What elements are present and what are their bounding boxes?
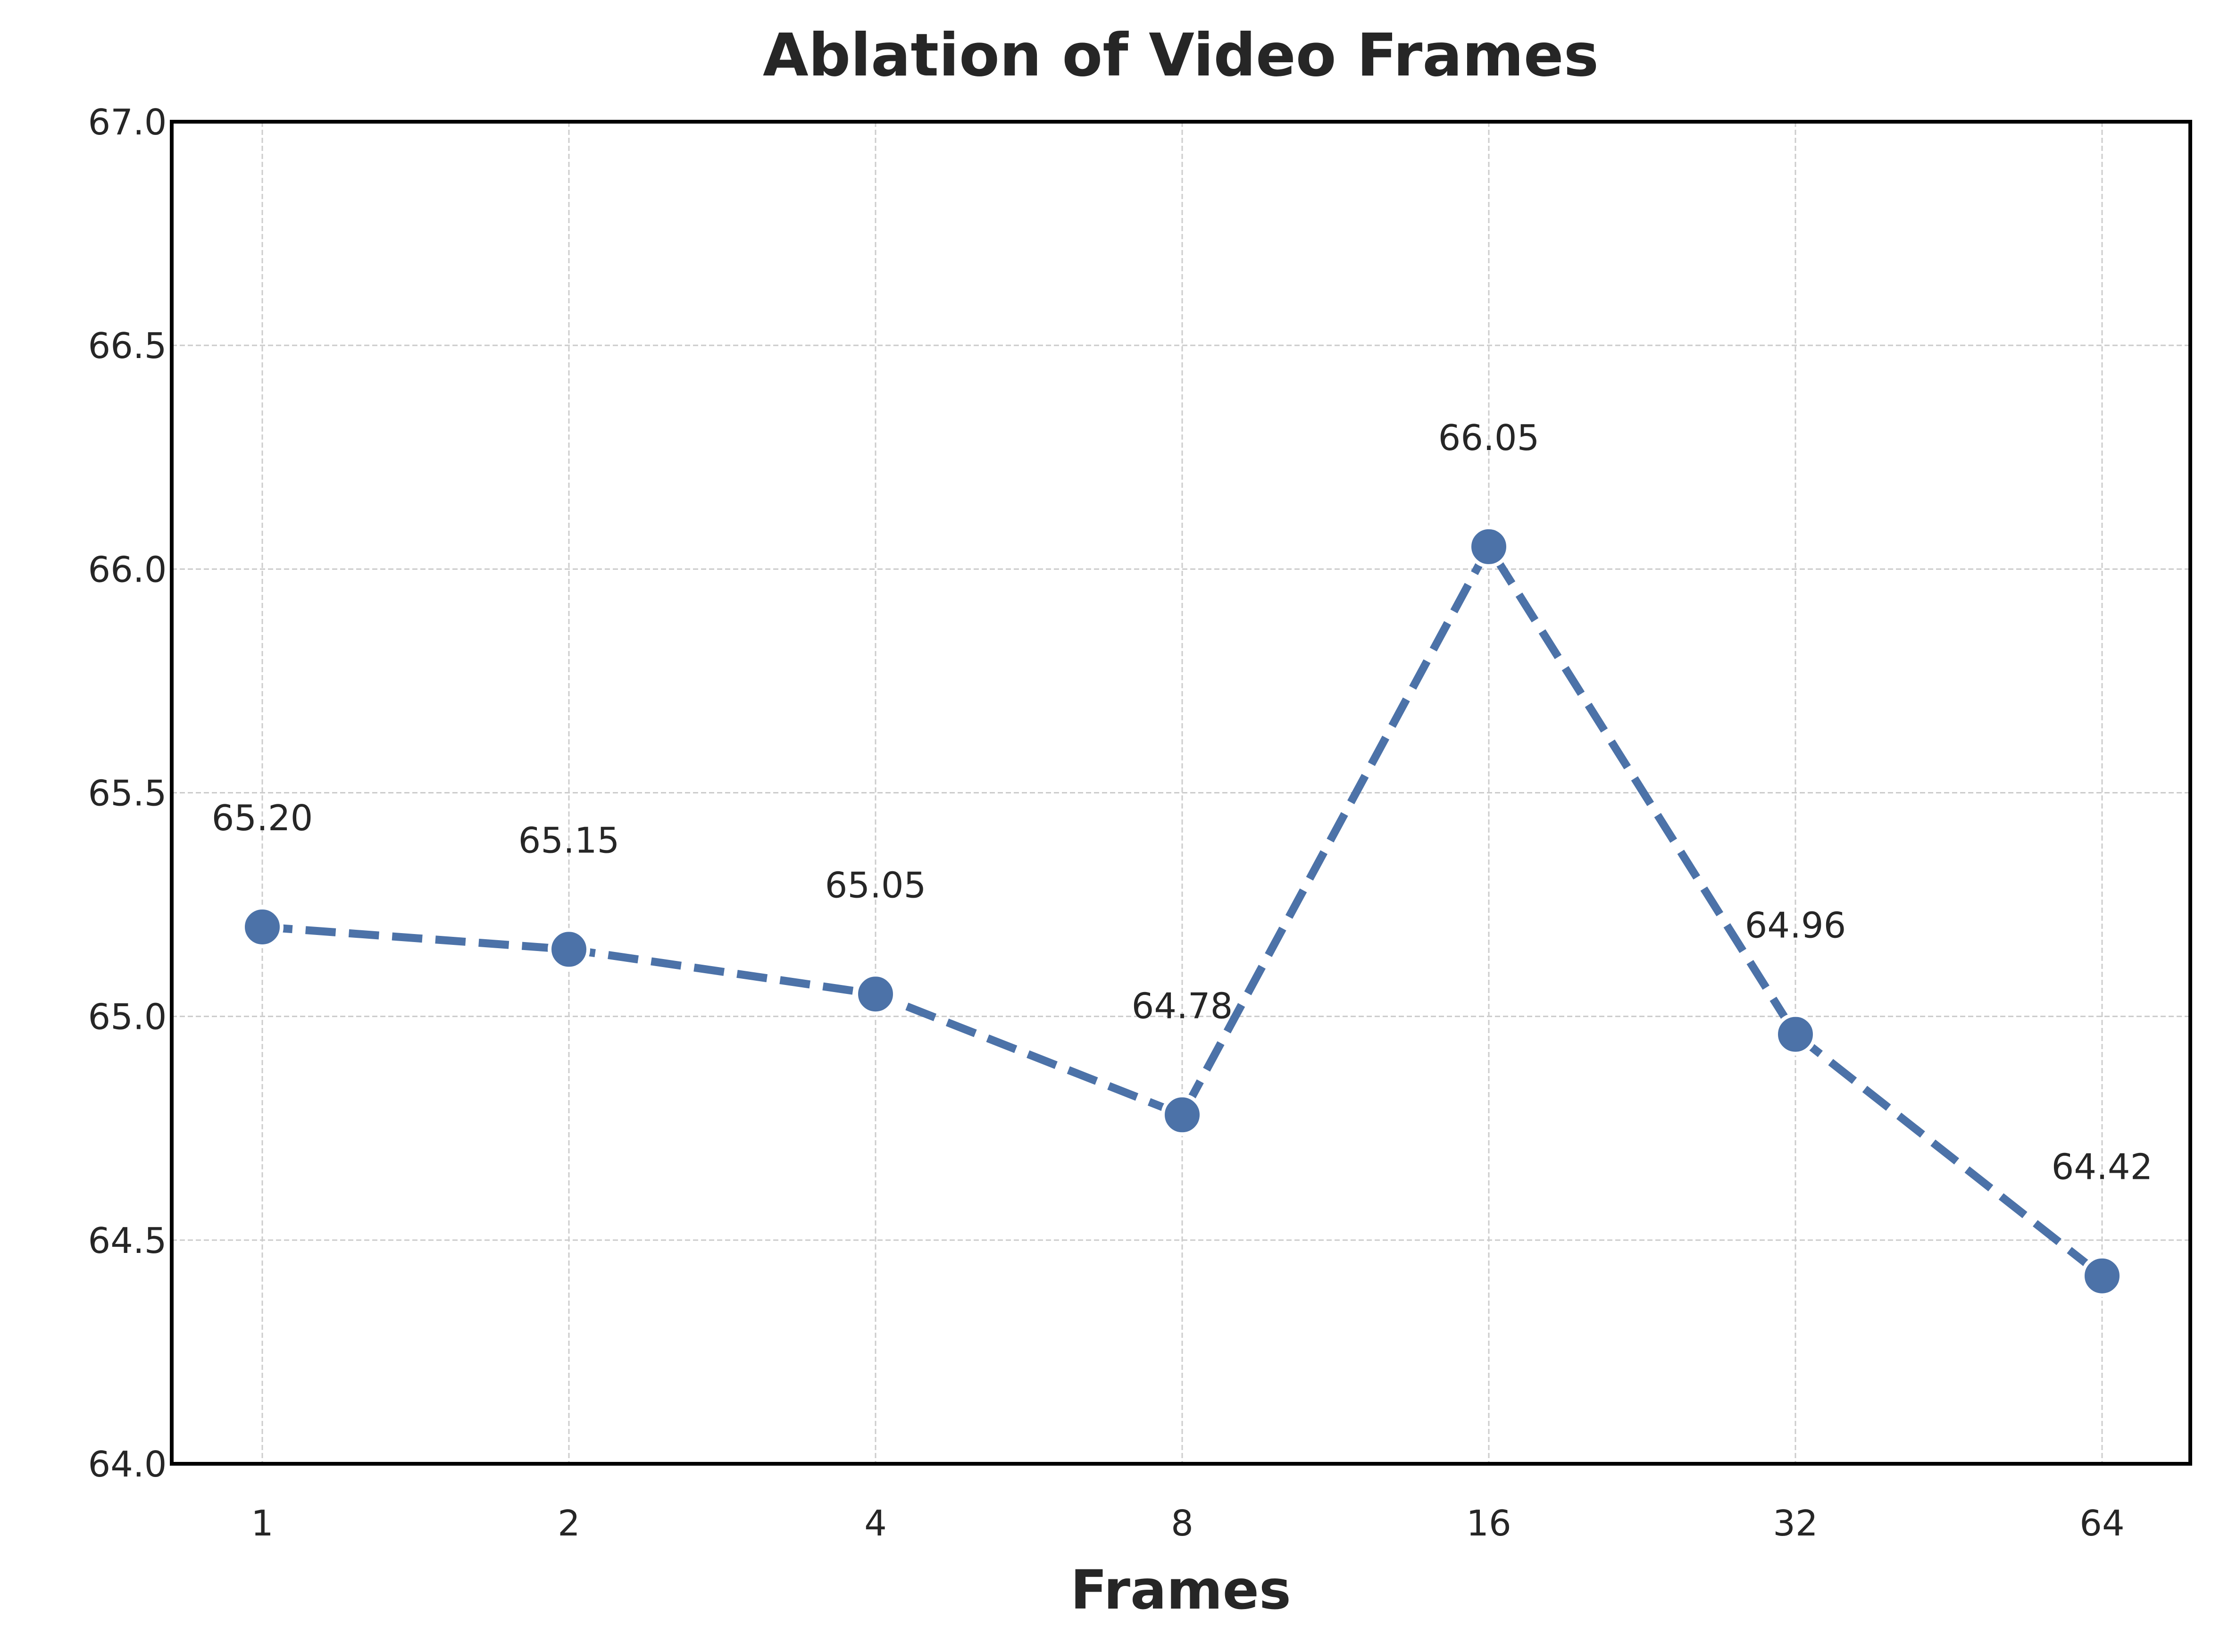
data-label: 66.05 [1438, 417, 1540, 459]
x-tick-label: 1 [251, 1502, 274, 1544]
y-tick-label: 65.5 [88, 773, 167, 814]
x-tick-label: 2 [558, 1502, 580, 1544]
y-tick-label: 64.0 [88, 1443, 167, 1485]
data-point [548, 928, 590, 971]
y-tick-label: 67.0 [88, 101, 167, 143]
data-point [2081, 1254, 2123, 1297]
y-tick-label: 65.0 [88, 996, 167, 1038]
data-label: 65.05 [825, 864, 926, 906]
x-tick-label: 16 [1466, 1502, 1511, 1544]
x-axis-title: Frames [1070, 1559, 1291, 1621]
y-axis: 64.0 64.5 65.0 65.5 66.0 66.5 67.0 [88, 101, 167, 1485]
y-tick-label: 66.5 [88, 325, 167, 367]
data-point [241, 906, 284, 948]
plot-frame [170, 120, 2192, 1466]
y-tick-label: 64.5 [88, 1220, 167, 1261]
data-label: 64.42 [2052, 1146, 2153, 1188]
grid [172, 121, 2190, 1465]
data-label: 64.96 [1745, 905, 1846, 946]
chart-title: Ablation of Video Frames [763, 21, 1599, 90]
data-point [1774, 1013, 1817, 1056]
x-tick-label: 4 [864, 1502, 887, 1544]
y-tick-label: 66.0 [88, 549, 167, 590]
data-label: 65.15 [518, 819, 620, 861]
data-point [1161, 1093, 1203, 1136]
x-tick-label: 64 [2079, 1502, 2124, 1544]
x-tick-label: 8 [1171, 1502, 1193, 1544]
x-axis: 1 2 4 8 16 32 64 [251, 1502, 2125, 1544]
data-point [1468, 525, 1510, 568]
data-point [854, 973, 897, 1016]
data-labels: 65.20 65.15 65.05 64.78 66.05 64.96 64.42 [212, 417, 2153, 1188]
data-series [241, 525, 2123, 1297]
data-label: 64.78 [1132, 985, 1233, 1026]
x-tick-label: 32 [1773, 1502, 1818, 1544]
data-label: 65.20 [212, 797, 313, 839]
